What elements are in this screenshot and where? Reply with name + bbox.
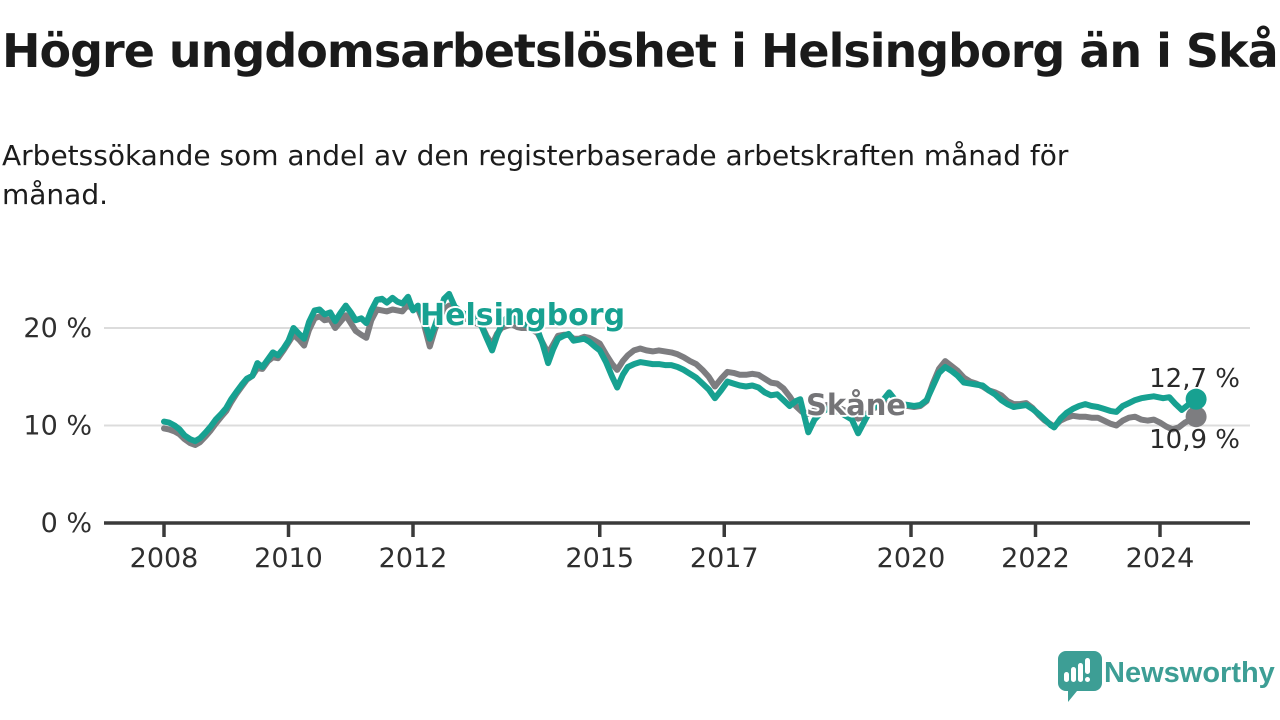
chart-subtitle: Arbetssökande som andel av den registerb… [2, 139, 1069, 212]
newsworthy-logo-icon [1058, 651, 1102, 702]
x-tick-label: 2010 [254, 543, 323, 574]
end-dot-skåne [1185, 406, 1207, 428]
x-tick-label: 2012 [379, 543, 448, 574]
y-tick-label: 10 % [23, 411, 92, 442]
newsworthy-logo-text: Newsworthy [1104, 657, 1275, 689]
x-tick-label: 2024 [1126, 543, 1195, 574]
y-tick-label: 0 % [41, 508, 92, 539]
series-end-dots [1185, 388, 1207, 428]
y-axis-labels: 0 % 10 % 20 % [23, 313, 92, 539]
end-value-label-helsingborg: 12,7 % [1149, 364, 1240, 394]
series-label-skane: Skåne [806, 388, 907, 422]
end-value-label-skane: 10,9 % [1149, 425, 1240, 455]
series-line-helsingborg [161, 290, 1200, 445]
end-dot-helsingborg [1185, 388, 1207, 410]
x-tick-label: 2015 [565, 543, 634, 574]
bar-chart-glyph [1064, 658, 1090, 682]
chart-title: Högre ungdomsarbetslöshet i Helsingborg … [2, 24, 1280, 78]
x-tick-label: 2008 [130, 543, 199, 574]
x-tick-label: 2022 [1001, 543, 1070, 574]
x-axis-labels: 2008 2010 2012 2015 2017 2020 2022 2024 [130, 543, 1195, 574]
y-tick-label: 20 % [23, 313, 92, 344]
series-label-helsingborg: Helsingborg [420, 298, 626, 333]
series-lines [161, 290, 1200, 448]
x-tick-label: 2020 [877, 543, 946, 574]
x-axis [104, 521, 1250, 537]
x-tick-label: 2017 [690, 543, 759, 574]
